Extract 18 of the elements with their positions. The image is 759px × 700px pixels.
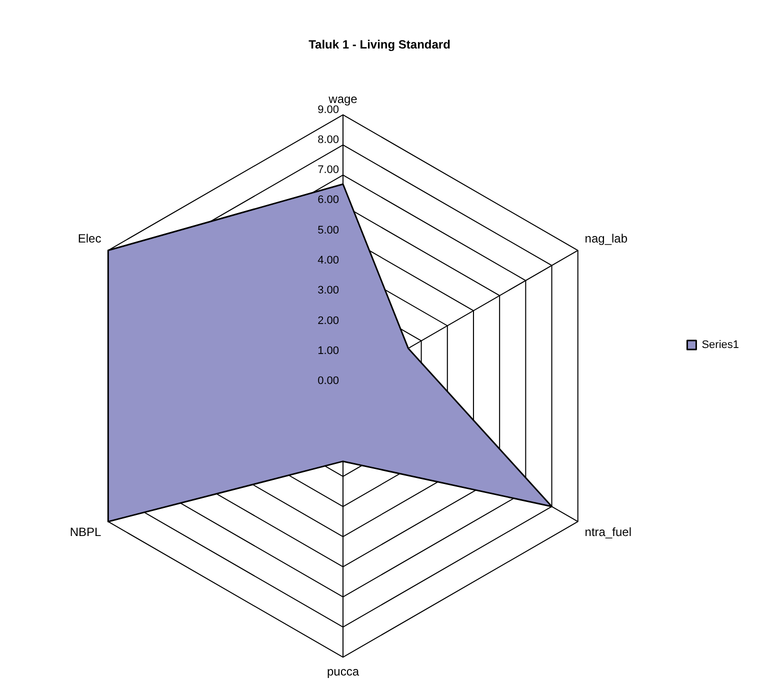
- y-tick-label: 0.00: [318, 375, 339, 388]
- y-tick-label: 2.00: [318, 314, 339, 327]
- spoke-label: pucca: [326, 664, 360, 679]
- y-tick-label: 1.00: [318, 344, 339, 357]
- y-tick-label: 7.00: [318, 164, 339, 176]
- y-tick-label: 4.00: [318, 254, 339, 266]
- y-tick-label: 3.00: [318, 284, 339, 297]
- legend-label: Series1: [702, 339, 739, 352]
- chart-title: Taluk 1 - Living Standard: [308, 38, 450, 52]
- y-tick-label: 8.00: [318, 134, 339, 146]
- y-tick-label: 9.00: [318, 104, 339, 116]
- spoke-label: NBPL: [70, 525, 102, 540]
- spoke-label: nag_lab: [584, 232, 628, 246]
- spoke-label: wage: [328, 92, 358, 106]
- y-tick-label: 6.00: [318, 194, 339, 206]
- spoke-label: ntra_fuel: [584, 525, 632, 540]
- y-tick-label: 5.00: [318, 224, 339, 236]
- spoke-label: Elec: [78, 232, 102, 246]
